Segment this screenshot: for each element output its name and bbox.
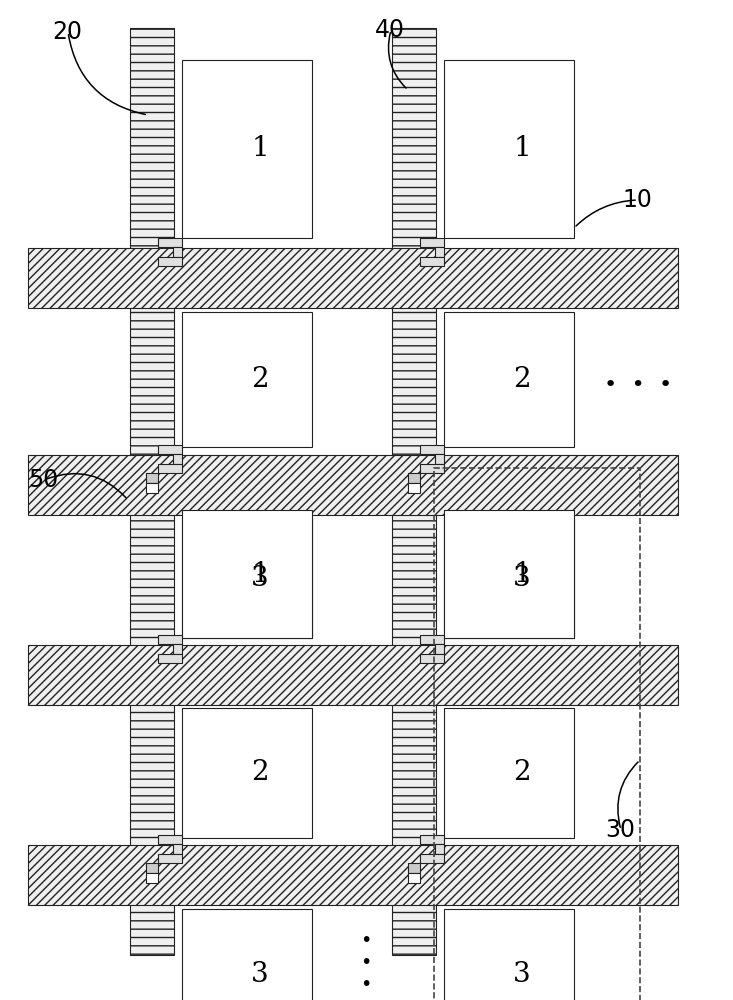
Text: 2: 2 [513,760,531,786]
Bar [146,873,158,883]
Bar [158,835,182,844]
Text: 2: 2 [513,366,531,393]
Bar [408,873,420,883]
Bar [173,454,182,464]
Bar [28,845,678,905]
Text: 30: 30 [605,818,635,842]
Bar [158,257,182,266]
Bar [173,844,182,854]
Bar [408,863,420,873]
Bar [173,644,182,654]
Text: 1: 1 [251,135,269,162]
Text: 2: 2 [251,760,269,786]
Text: 1: 1 [513,560,531,587]
Bar [28,248,678,308]
Bar [28,455,678,515]
Bar [182,909,312,1000]
Bar [158,854,182,863]
Bar [28,645,678,705]
Text: 3: 3 [513,960,531,988]
Bar [434,468,640,1000]
Text: •: • [361,952,372,972]
Bar [420,854,444,863]
Bar [146,863,158,873]
Bar [182,312,312,447]
Text: 40: 40 [375,18,405,42]
Bar [420,835,444,844]
Bar [435,644,444,654]
Bar [444,510,574,638]
Text: •  •  •: • • • [604,375,672,395]
Bar [420,445,444,454]
Bar [444,909,574,1000]
Text: 10: 10 [622,188,652,212]
Bar [130,28,174,955]
Bar [435,844,444,854]
Bar [158,635,182,644]
Bar [420,464,444,473]
Text: 2: 2 [251,366,269,393]
Bar [182,510,312,638]
Bar [420,635,444,644]
Bar [158,654,182,663]
Bar [182,708,312,838]
Text: 1: 1 [513,135,531,162]
Text: 3: 3 [251,960,269,988]
Bar [444,518,574,638]
Text: 3: 3 [251,564,269,591]
Bar [444,60,574,238]
Bar [182,60,312,238]
Bar [420,238,444,247]
Bar [435,454,444,464]
Bar [444,312,574,447]
Text: 20: 20 [52,20,82,44]
Bar [444,708,574,838]
Text: 50: 50 [28,468,58,492]
Bar [173,247,182,257]
Bar [408,473,420,483]
Bar [420,257,444,266]
Bar [158,238,182,247]
Text: 3: 3 [513,564,531,591]
Bar [420,654,444,663]
Bar [182,518,312,638]
Text: 1: 1 [251,560,269,587]
Bar [158,464,182,473]
Bar [408,483,420,493]
Bar [146,473,158,483]
Bar [146,483,158,493]
Text: •: • [361,930,372,950]
Text: •: • [361,974,372,994]
Bar [392,28,436,955]
Bar [158,445,182,454]
Bar [435,247,444,257]
